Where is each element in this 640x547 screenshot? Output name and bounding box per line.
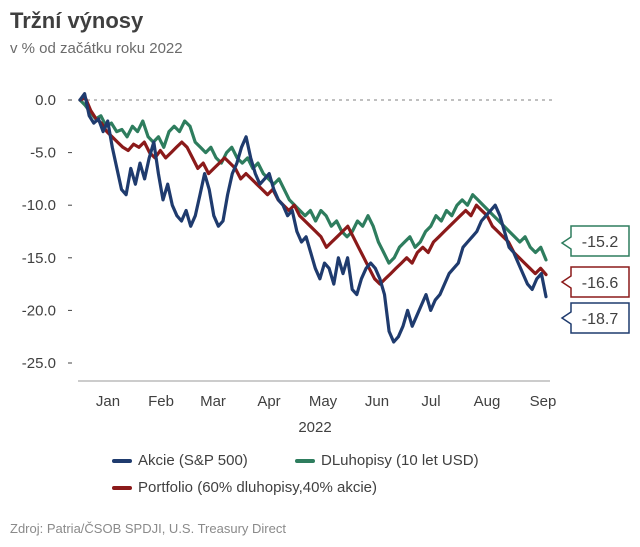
x-axis-label: 2022 [298, 419, 331, 436]
series-line-portfolio [78, 96, 548, 286]
series-line-dluhopisy [78, 98, 548, 265]
legend-swatch-akcie [112, 458, 132, 463]
legend-item-dluhopisy: DLuhopisy (10 let USD) [295, 452, 479, 469]
legend-item-portfolio: Portfolio (60% dluhopisy,40% akcie) [112, 479, 377, 496]
chart-title: Tržní výnosy [10, 8, 144, 33]
callout-akcie-value: -18.7 [582, 311, 619, 328]
legend-label-akcie: Akcie (S&P 500) [138, 452, 248, 469]
x-tick-label: Mar [200, 393, 226, 410]
callout-akcie: -18.7 [560, 302, 630, 334]
x-tick-label: Jun [365, 393, 389, 410]
x-tick-label: Sep [530, 393, 557, 410]
x-tick-label: May [309, 393, 338, 410]
y-tick-label: 0.0 [35, 92, 56, 109]
callout-dluhopisy-box [560, 225, 630, 257]
callout-portfolio-box [560, 266, 630, 298]
legend-label-portfolio: Portfolio (60% dluhopisy,40% akcie) [138, 479, 378, 496]
y-tick-label: -5.0 [30, 145, 56, 162]
callout-dluhopisy: -15.2 [560, 225, 630, 257]
callout-dluhopisy-value: -15.2 [582, 234, 619, 251]
y-tick-label: -25.0 [22, 355, 56, 372]
x-tick-label: Jan [96, 393, 120, 410]
chart-subtitle: v % od začátku roku 2022 [10, 40, 183, 57]
series-line-akcie [78, 92, 548, 344]
x-tick-label: Apr [257, 393, 280, 410]
legend-label-dluhopisy: DLuhopisy (10 let USD) [321, 452, 479, 469]
y-tick-label: -10.0 [22, 197, 56, 214]
callout-portfolio: -16.6 [560, 266, 630, 298]
source-note: Zdroj: Patria/ČSOB SPDJI, U.S. Treasury … [10, 521, 286, 536]
legend-item-akcie: Akcie (S&P 500) [112, 452, 248, 469]
y-tick-label: -15.0 [22, 250, 56, 267]
callout-akcie-box [560, 302, 630, 334]
x-tick-label: Jul [421, 393, 440, 410]
legend-swatch-dluhopisy [295, 458, 315, 463]
y-tick-label: -20.0 [22, 302, 56, 319]
x-tick-label: Aug [474, 393, 501, 410]
x-tick-label: Feb [148, 393, 174, 410]
callout-portfolio-value: -16.6 [582, 275, 619, 292]
legend-swatch-portfolio [112, 485, 132, 490]
